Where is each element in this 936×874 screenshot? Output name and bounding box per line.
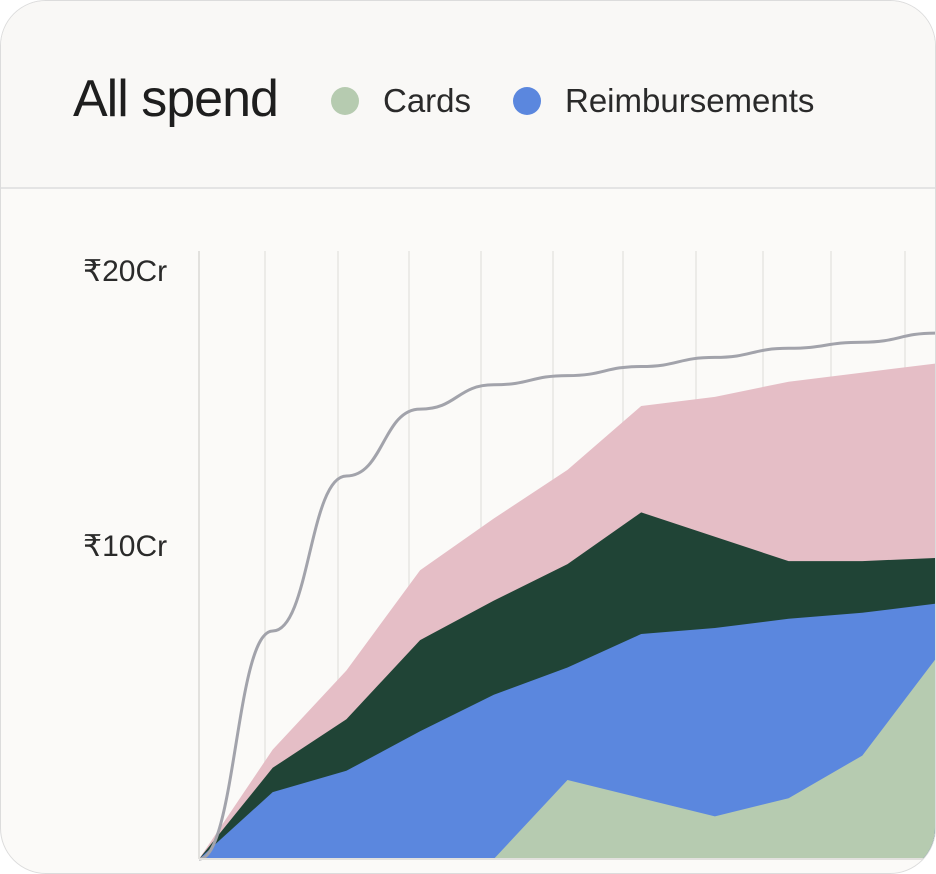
reference-line-layer [198, 331, 935, 861]
legend-label-cards: Cards [383, 82, 472, 119]
card-header: All spend Cards Reimbursements [1, 1, 935, 187]
area-cards [199, 659, 935, 859]
legend-swatch-cards [331, 87, 359, 115]
y-tick-label-10cr: ₹10Cr [83, 530, 168, 563]
area-reimbursements [199, 603, 935, 859]
header-divider [1, 187, 935, 189]
y-tick-label-20cr: ₹20Cr [83, 255, 168, 288]
legend-item-cards[interactable]: Cards [331, 81, 471, 121]
legend-swatch-reimbursements [513, 87, 541, 115]
axis-layer [198, 251, 935, 860]
legend-label-reimbursements: Reimbursements [565, 82, 815, 119]
stacked-areas [199, 363, 935, 859]
reference-line [198, 331, 935, 861]
legend-item-reimbursements[interactable]: Reimbursements [513, 81, 814, 121]
chart-title: All spend [73, 70, 279, 128]
